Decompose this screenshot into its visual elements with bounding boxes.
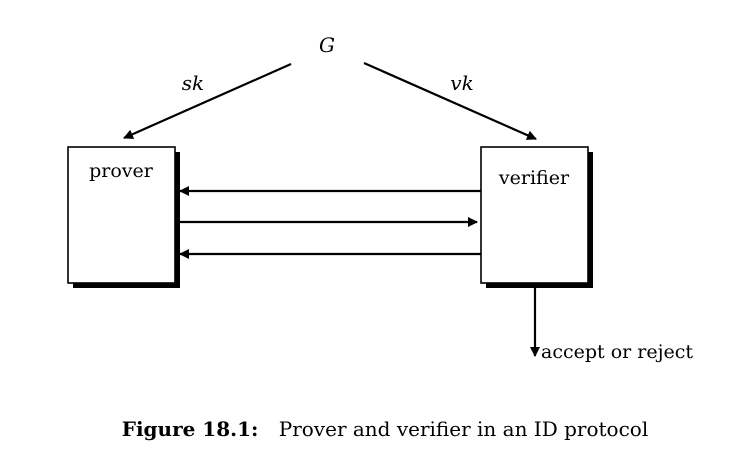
prover-box: prover (67, 146, 180, 288)
figure-caption: Figure 18.1: Prover and verifier in an I… (122, 417, 648, 441)
secret-key-label: sk (182, 71, 204, 95)
output-label: accept or reject (541, 341, 693, 363)
caption-number: Figure 18.1: (122, 417, 259, 441)
verifier-box: verifier (480, 146, 593, 288)
prover-label: prover (89, 160, 154, 182)
generator-label: G (319, 33, 335, 57)
verification-key-label: vk (450, 71, 473, 95)
caption-text: Prover and verifier in an ID protocol (279, 417, 648, 441)
verifier-label: verifier (498, 167, 570, 189)
secret-key-arrow (123, 62, 292, 140)
verification-key-arrow (363, 61, 537, 141)
